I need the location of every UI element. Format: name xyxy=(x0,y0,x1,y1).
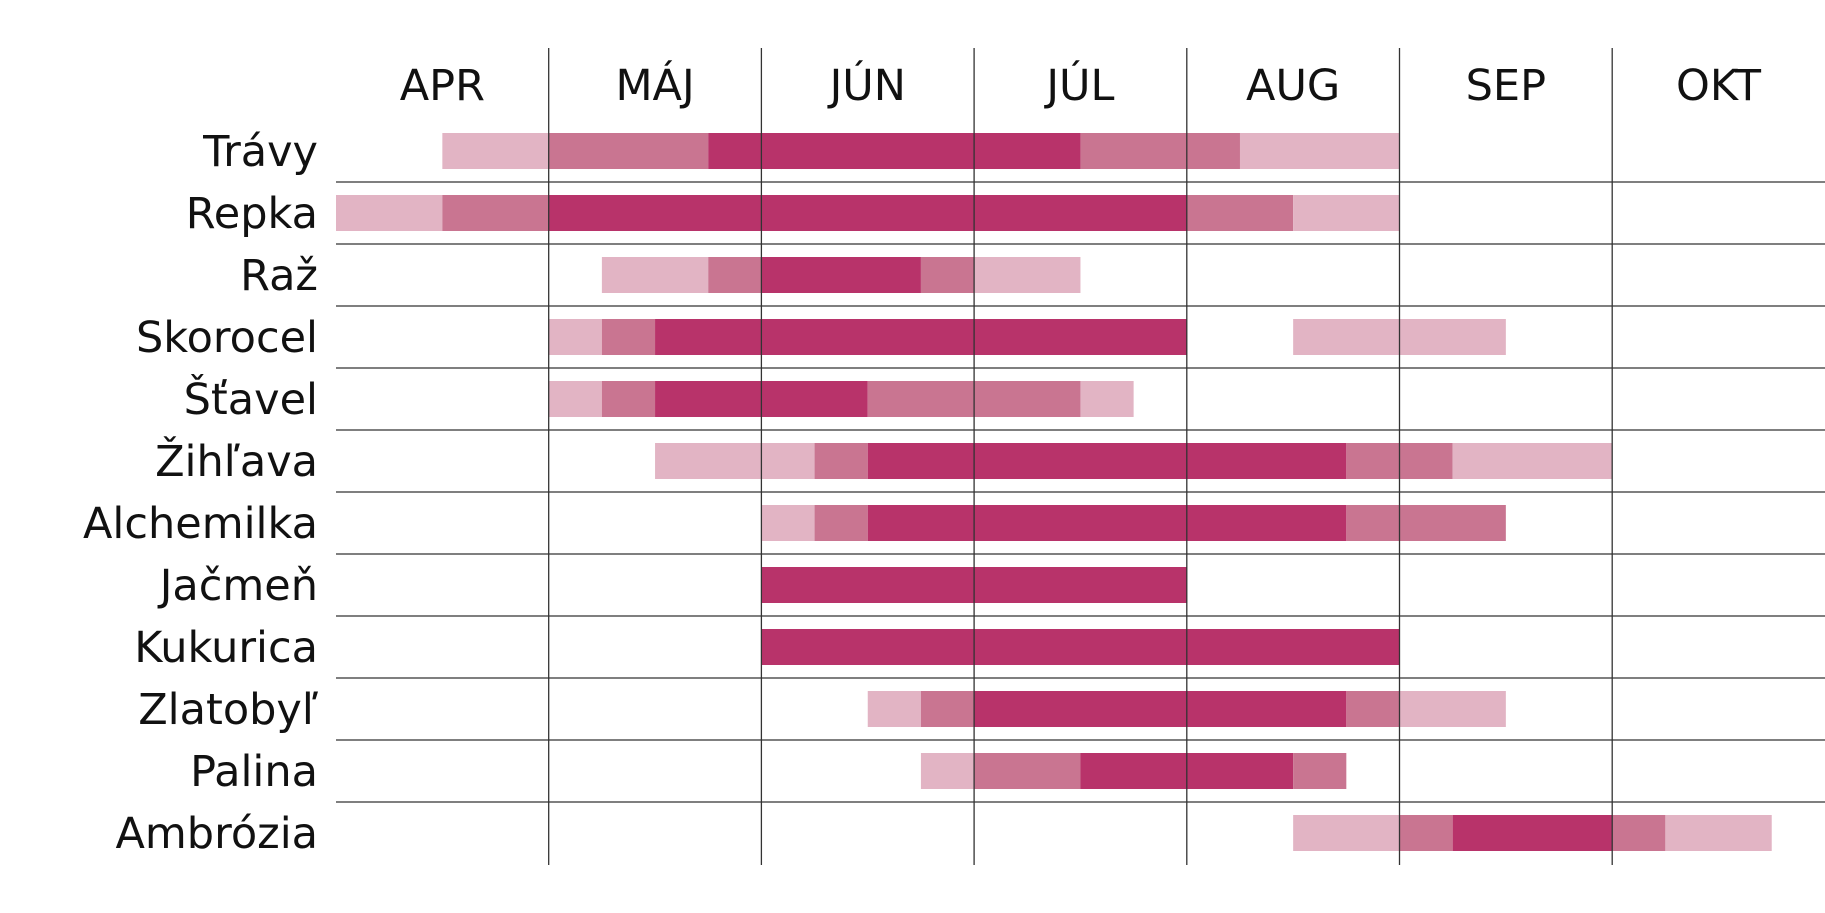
bar-segment-8-0 xyxy=(761,629,1400,665)
month-label-5: SEP xyxy=(1466,61,1546,111)
bar-segment-6-2 xyxy=(867,505,1347,541)
bar-segment-2-3 xyxy=(920,257,975,293)
bar-segment-11-3 xyxy=(1612,815,1666,851)
bar-segment-3-0 xyxy=(548,319,602,355)
month-label-3: JÚL xyxy=(1043,60,1114,111)
bar-segment-1-2 xyxy=(548,195,1187,231)
row-gridlines xyxy=(336,181,1825,803)
bar-segment-11-1 xyxy=(1399,815,1453,851)
bar-segment-6-1 xyxy=(814,505,868,541)
bars-layer xyxy=(336,133,1772,851)
row-label-0: Trávy xyxy=(202,127,318,177)
month-label-6: OKT xyxy=(1676,61,1762,111)
row-label-7: Jačmeň xyxy=(157,561,318,611)
bar-segment-0-1 xyxy=(548,133,709,169)
bar-segment-0-0 xyxy=(442,133,549,169)
month-label-2: JÚN xyxy=(827,60,906,111)
bar-segment-4-0 xyxy=(548,381,602,417)
month-gridlines xyxy=(548,48,1613,865)
bar-segment-0-4 xyxy=(1239,133,1400,169)
bar-segment-3-1 xyxy=(601,319,656,355)
month-label-4: AUG xyxy=(1246,61,1340,111)
bar-segment-2-0 xyxy=(601,257,709,293)
month-label-0: APR xyxy=(400,61,485,111)
bar-segment-2-2 xyxy=(761,257,921,293)
row-label-4: Šťavel xyxy=(184,374,318,425)
bar-segment-9-2 xyxy=(974,691,1347,727)
bar-segment-10-3 xyxy=(1293,753,1347,789)
bar-segment-4-1 xyxy=(601,381,656,417)
bar-segment-9-0 xyxy=(867,691,921,727)
row-label-3: Skorocel xyxy=(136,313,318,363)
bar-segment-1-3 xyxy=(1186,195,1294,231)
row-label-5: Žihľava xyxy=(155,436,318,487)
bar-segment-9-1 xyxy=(920,691,975,727)
bar-segment-0-3 xyxy=(1080,133,1240,169)
row-label-6: Alchemilka xyxy=(83,499,318,549)
bar-segment-5-2 xyxy=(867,443,1347,479)
bar-segment-0-2 xyxy=(708,133,1081,169)
bar-segment-9-4 xyxy=(1399,691,1506,727)
row-label-9: Zlatobyľ xyxy=(138,685,319,735)
bar-segment-10-1 xyxy=(974,753,1081,789)
row-labels: Trávy Repka Raž Skorocel Šťavel Žihľava Alchem… xyxy=(83,127,319,859)
bar-segment-1-4 xyxy=(1293,195,1400,231)
month-labels: APR MÁJ JÚN JÚL AUG SEP OKT xyxy=(400,60,1762,111)
bar-segment-2-1 xyxy=(708,257,762,293)
bar-segment-11-4 xyxy=(1665,815,1772,851)
bar-segment-6-3 xyxy=(1346,505,1506,541)
bar-segment-9-3 xyxy=(1346,691,1400,727)
bar-segment-6-0 xyxy=(761,505,815,541)
bar-segment-5-1 xyxy=(814,443,868,479)
row-label-10: Palina xyxy=(190,747,318,797)
bar-segment-10-0 xyxy=(920,753,975,789)
row-label-1: Repka xyxy=(186,189,318,239)
row-label-8: Kukurica xyxy=(134,623,318,673)
row-label-2: Raž xyxy=(240,251,318,301)
bar-segment-1-1 xyxy=(442,195,549,231)
bar-segment-3-2 xyxy=(655,319,1187,355)
bar-segment-1-0 xyxy=(336,195,443,231)
bar-segment-11-0 xyxy=(1293,815,1400,851)
bar-segment-4-4 xyxy=(1080,381,1134,417)
bar-segment-11-2 xyxy=(1452,815,1613,851)
bar-segment-5-4 xyxy=(1452,443,1613,479)
bar-segment-2-4 xyxy=(974,257,1081,293)
row-label-11: Ambrózia xyxy=(115,809,318,859)
month-label-1: MÁJ xyxy=(615,60,694,111)
bar-segment-5-0 xyxy=(655,443,815,479)
